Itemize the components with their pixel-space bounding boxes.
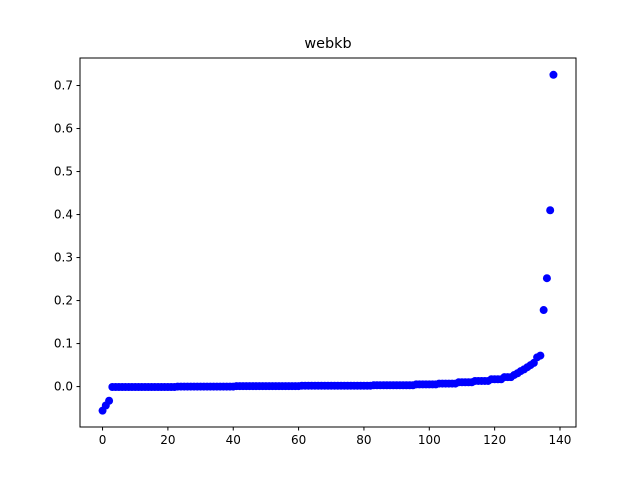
x-tick-label: 60 [291,433,306,447]
y-tick-label: 0.6 [54,122,73,136]
y-tick-label: 0.7 [54,79,73,93]
point [549,70,558,79]
point [105,396,114,405]
y-tick-label: 0.1 [54,337,73,351]
y-tick-label: 0.5 [54,165,73,179]
point [536,351,545,360]
x-tick-label: 0 [99,433,107,447]
x-tick-label: 80 [356,433,371,447]
x-tick-label: 40 [226,433,241,447]
y-tick-label: 0.2 [54,294,73,308]
point [542,274,551,283]
y-tick-label: 0.3 [54,251,73,265]
axes-frame [79,57,577,428]
point [546,206,555,215]
point [539,306,548,315]
x-tick-label: 120 [483,433,506,447]
x-tick-label: 20 [160,433,175,447]
y-tick-label: 0.4 [54,208,73,222]
chart-title: webkb [304,36,351,52]
x-tick-label: 100 [418,433,441,447]
y-tick-label: 0.0 [54,380,73,394]
x-tick-label: 140 [549,433,572,447]
